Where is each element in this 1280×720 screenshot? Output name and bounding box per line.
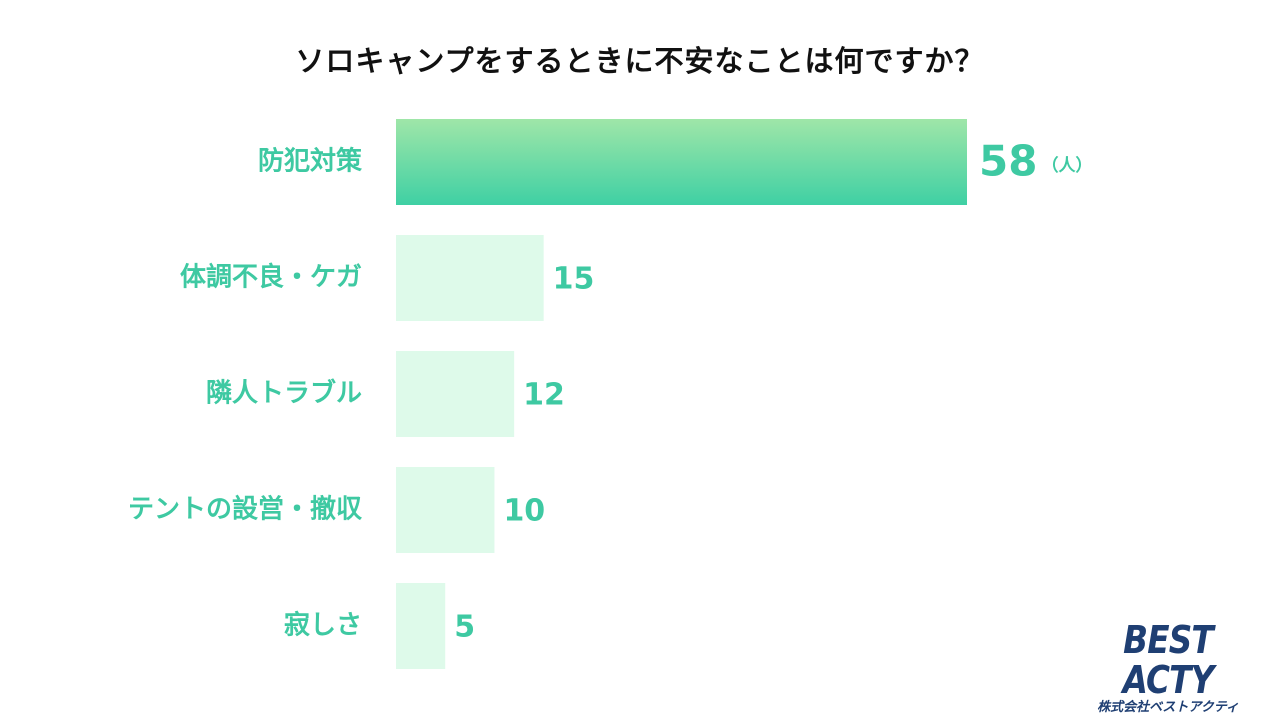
unit-label: （人） — [1041, 155, 1092, 176]
value-label-3: 12 — [523, 378, 565, 413]
bar-4 — [396, 467, 495, 553]
bar-3 — [396, 351, 515, 437]
value-label-2: 15 — [553, 262, 595, 297]
value-label-1: 58 — [979, 137, 1037, 186]
category-label-2: 体調不良・ケガ — [180, 262, 362, 293]
chart-title: ソロキャンプをするときに不安なことは何ですか？ — [295, 44, 985, 78]
logo-text: BEST ACTY — [1122, 618, 1215, 702]
bars-group: 防犯対策 58 （人） 体調不良・ケガ 15 隣人トラブル 12 テントの設営・撤収 10 寂しさ… — [128, 119, 1092, 669]
bar-2 — [396, 235, 544, 321]
category-label-1: 防犯対策 — [258, 146, 362, 177]
value-label-4: 10 — [503, 494, 545, 529]
category-label-5: 寂しさ — [284, 610, 362, 641]
category-label-3: 隣人トラブル — [206, 378, 362, 409]
bar-1 — [396, 119, 967, 205]
category-label-4: テントの設営・撤収 — [128, 494, 363, 525]
bar-5 — [396, 583, 446, 669]
brand-logo: BEST ACTY 株式会社ベストアクティ — [1070, 620, 1266, 716]
value-label-5: 5 — [454, 610, 475, 645]
company-name: 株式会社ベストアクティ — [1097, 700, 1239, 715]
